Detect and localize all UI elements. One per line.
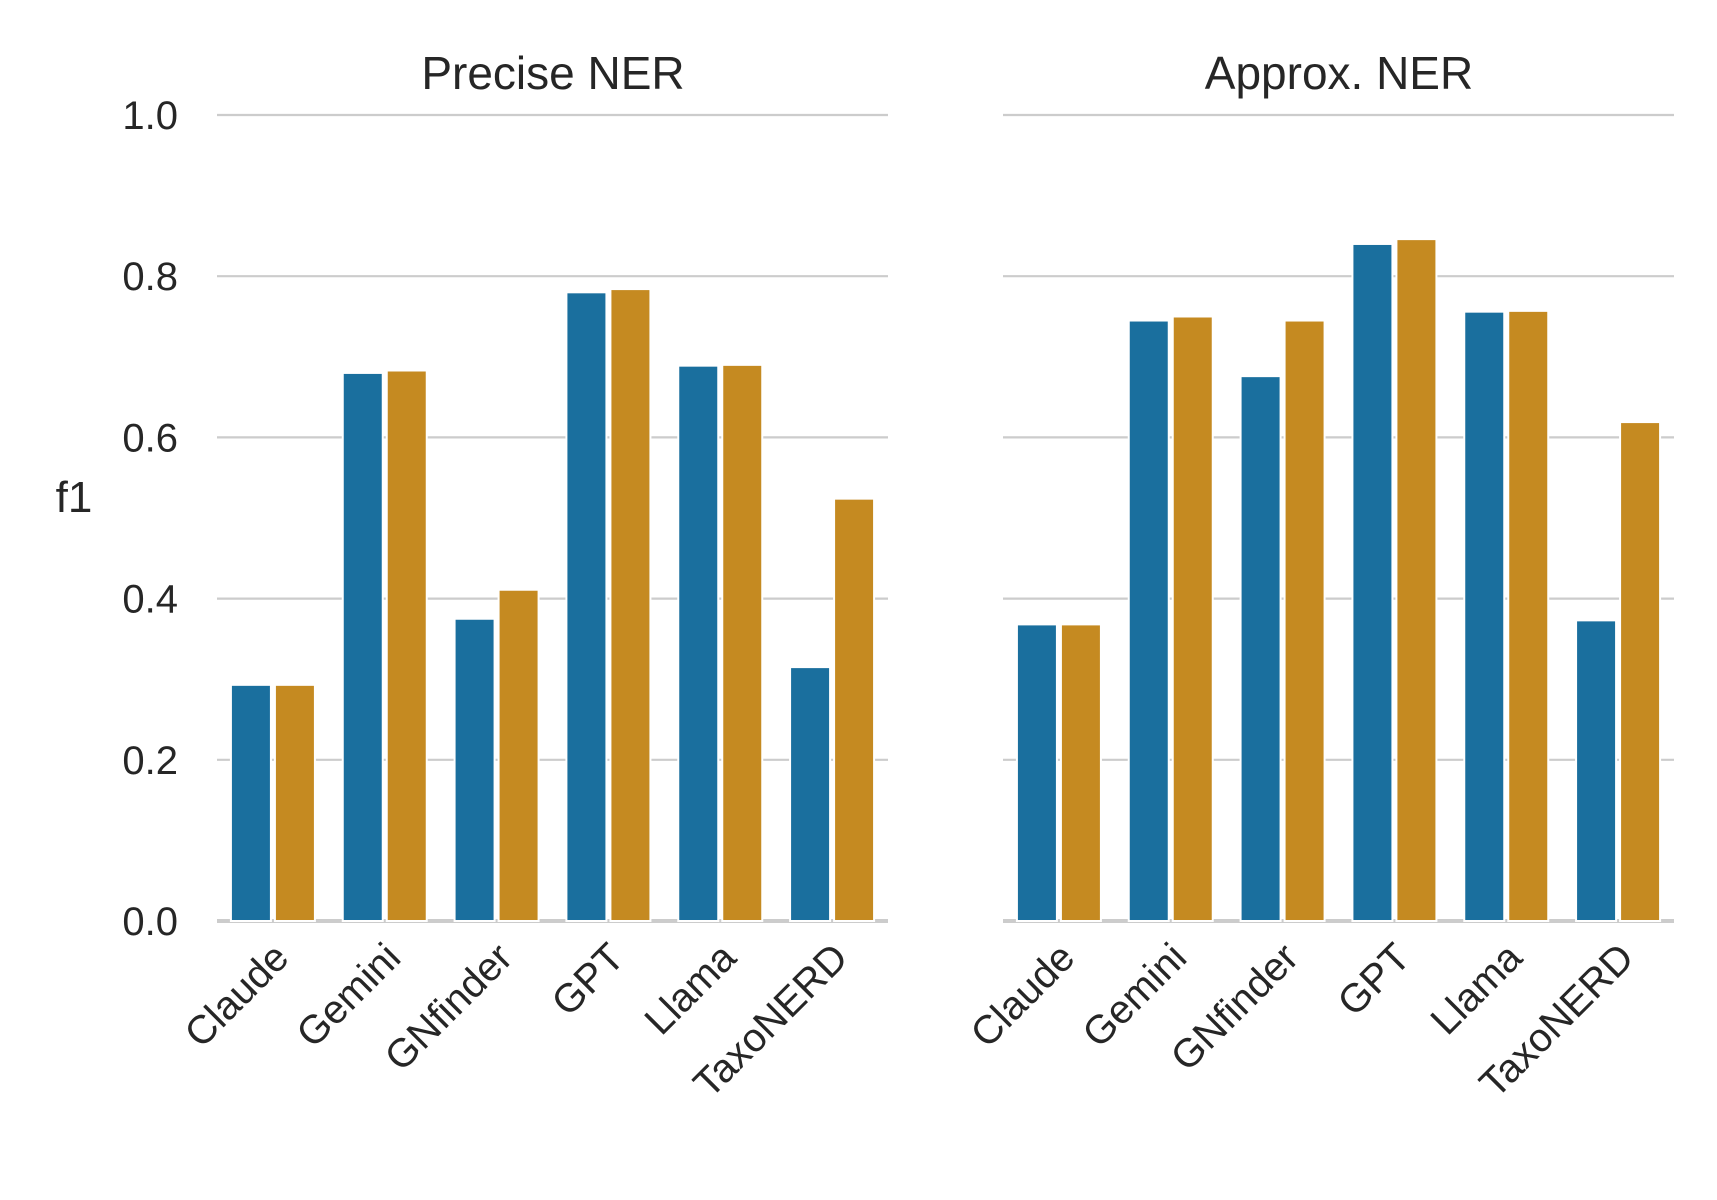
bar-gnfinder-1: [453, 617, 496, 922]
bar-gemini-2: [1171, 315, 1214, 922]
bar-taxonerd-1: [1575, 619, 1618, 922]
bar-claude-1: [1015, 623, 1058, 923]
panel-title: Approx. NER: [1205, 47, 1473, 99]
bar-llama-2: [1507, 309, 1550, 923]
bar-llama-1: [677, 364, 720, 922]
bar-claude-1: [229, 683, 272, 922]
x-tick-label: Claude: [963, 935, 1084, 1056]
x-tick-label: Llama: [1422, 935, 1531, 1044]
bar-llama-1: [1463, 310, 1506, 922]
bar-gpt-2: [609, 288, 652, 922]
y-tick-label: 0.8: [122, 255, 178, 299]
bar-gpt-1: [1351, 242, 1394, 922]
bar-gnfinder-2: [497, 588, 540, 922]
bar-gemini-1: [1127, 319, 1170, 922]
bar-taxonerd-2: [833, 497, 876, 922]
bar-taxonerd-1: [789, 666, 832, 922]
bar-taxonerd-2: [1619, 421, 1662, 922]
x-tick-label: GPT: [544, 935, 633, 1024]
panel-title: Precise NER: [421, 47, 684, 99]
bar-claude-2: [273, 683, 316, 922]
x-tick-label: Claude: [177, 935, 298, 1056]
panel-precise-ner: Precise NER f1 0.0 0.2 0.4 0.6 0.8 1.0 Claude G…: [56, 47, 888, 1106]
y-tick-label: 1.0: [122, 94, 178, 138]
bar-llama-2: [721, 363, 764, 922]
y-axis-label: f1: [56, 473, 93, 522]
bar-gpt-2: [1395, 238, 1438, 922]
x-tick-label: GPT: [1330, 935, 1419, 1024]
bar-gnfinder-1: [1239, 375, 1282, 923]
bar-claude-2: [1059, 623, 1102, 923]
bar-gpt-1: [565, 291, 608, 922]
bar-gnfinder-2: [1283, 319, 1326, 922]
x-tick-label: Llama: [636, 935, 745, 1044]
y-tick-label: 0.2: [122, 739, 178, 783]
y-tick-label: 0.0: [122, 900, 178, 944]
bar-gemini-2: [385, 369, 428, 922]
bar-gemini-1: [341, 371, 384, 923]
y-tick-label: 0.6: [122, 416, 178, 460]
y-tick-label: 0.4: [122, 578, 178, 622]
